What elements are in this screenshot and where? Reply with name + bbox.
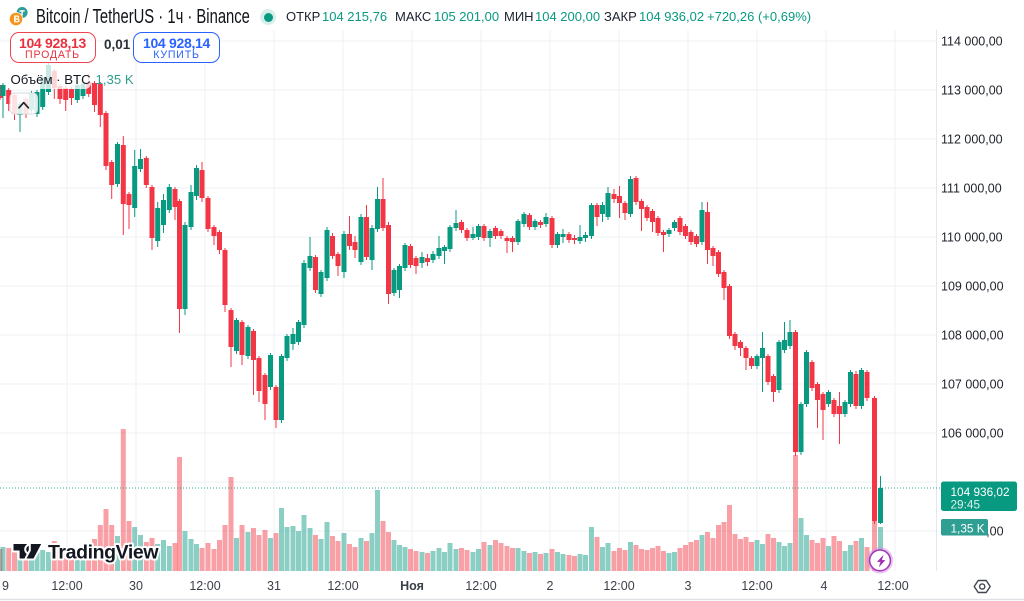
svg-text:1,35 K: 1,35 K <box>951 522 985 536</box>
svg-text:104 936,02: 104 936,02 <box>951 485 1010 499</box>
svg-text:12:00: 12:00 <box>189 579 220 593</box>
svg-text:111 000,00: 111 000,00 <box>941 181 1002 195</box>
svg-text:110 000,00: 110 000,00 <box>941 230 1003 244</box>
svg-text:109 000,00: 109 000,00 <box>941 279 1004 293</box>
svg-text:TradingView: TradingView <box>48 542 159 564</box>
svg-text:108 000,00: 108 000,00 <box>941 328 1004 342</box>
svg-text:2: 2 <box>547 579 554 593</box>
svg-text:12:00: 12:00 <box>465 579 496 593</box>
svg-text:12:00: 12:00 <box>603 579 634 593</box>
svg-text:113 000,00: 113 000,00 <box>941 83 1003 97</box>
svg-text:114 000,00: 114 000,00 <box>941 34 1003 48</box>
svg-text:107 000,00: 107 000,00 <box>941 377 1004 391</box>
svg-text:12:00: 12:00 <box>741 579 772 593</box>
svg-text:12:00: 12:00 <box>51 579 82 593</box>
svg-text:112 000,00: 112 000,00 <box>941 132 1003 146</box>
svg-text:12:00: 12:00 <box>877 579 908 593</box>
svg-text:106 000,00: 106 000,00 <box>941 426 1004 440</box>
svg-text:9: 9 <box>2 579 9 593</box>
svg-text:4: 4 <box>821 579 828 593</box>
svg-text:3: 3 <box>685 579 692 593</box>
svg-text:Ноя: Ноя <box>400 579 424 593</box>
svg-text:12:00: 12:00 <box>327 579 358 593</box>
svg-text:30: 30 <box>129 579 143 593</box>
svg-text:29:45: 29:45 <box>951 497 981 511</box>
svg-text:31: 31 <box>267 579 281 593</box>
